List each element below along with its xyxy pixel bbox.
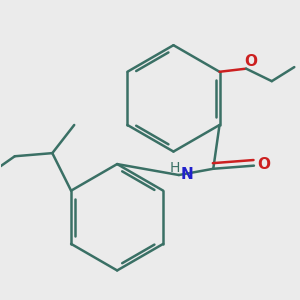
Text: O: O [257,157,270,172]
Text: N: N [180,167,193,182]
Text: H: H [170,161,180,175]
Text: O: O [244,54,257,69]
